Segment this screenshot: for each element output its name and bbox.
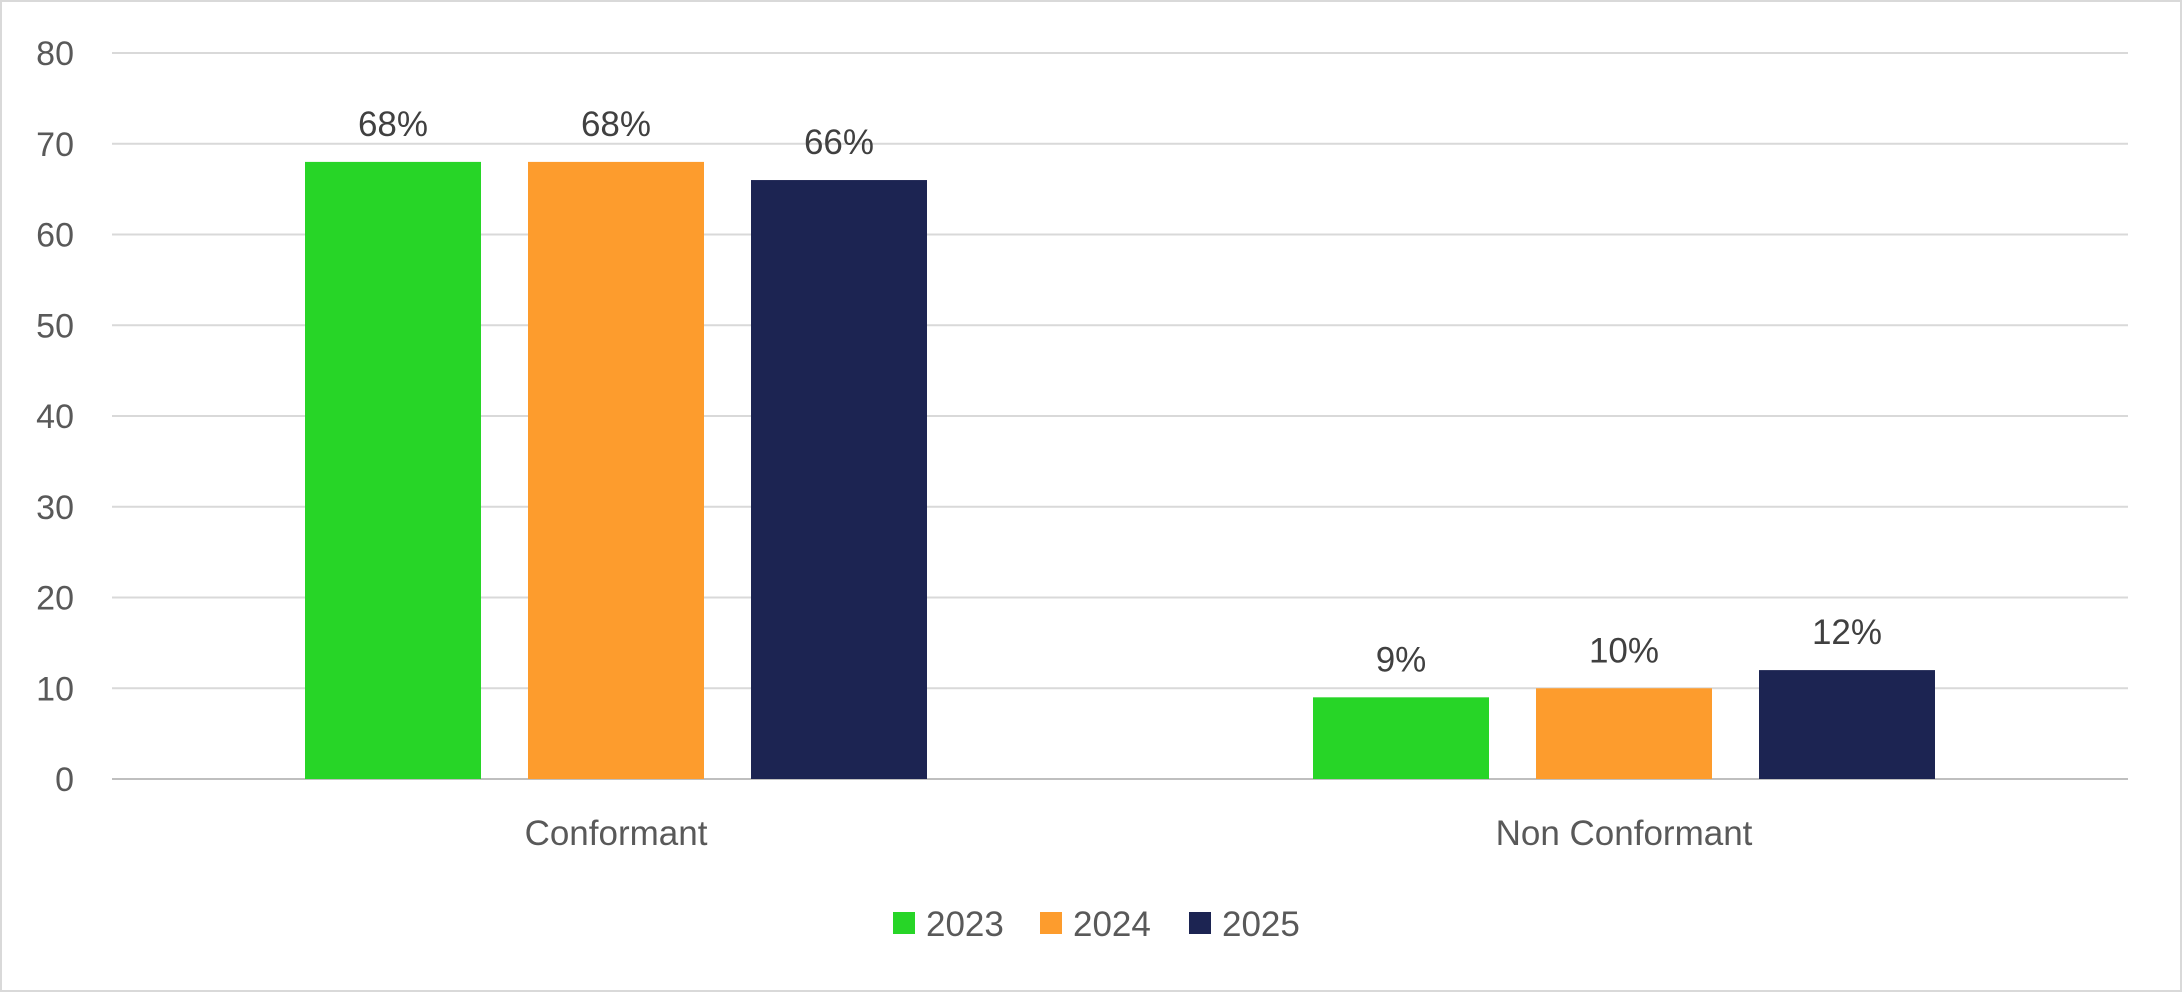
y-axis-tick-labels: 0 10 20 30 40 50 60 70 80	[36, 35, 74, 799]
x-axis-category-labels: Conformant Non Conformant	[525, 814, 1753, 853]
y-tick-label: 70	[36, 126, 74, 164]
bar-2023-non-conformant	[1313, 697, 1489, 779]
legend-label: 2025	[1222, 905, 1300, 944]
y-tick-label: 80	[36, 35, 74, 73]
y-tick-label: 10	[36, 670, 74, 708]
data-labels: 68% 68% 66% 9% 10% 12%	[358, 105, 1882, 679]
legend-swatch	[1189, 912, 1211, 934]
y-tick-label: 30	[36, 489, 74, 527]
legend-item-2025: 2025	[1189, 905, 1300, 944]
y-tick-label: 20	[36, 580, 74, 618]
data-label: 68%	[358, 105, 428, 144]
data-label: 10%	[1589, 631, 1659, 670]
data-label: 68%	[581, 105, 651, 144]
legend-label: 2024	[1073, 905, 1151, 944]
y-tick-label: 60	[36, 217, 74, 255]
legend-swatch	[893, 912, 915, 934]
legend: 2023 2024 2025	[893, 905, 1300, 944]
bar-2025-non-conformant	[1759, 670, 1935, 779]
bar-2024-conformant	[528, 161, 704, 779]
data-label: 9%	[1376, 640, 1427, 679]
bar-2024-non-conformant	[1536, 688, 1712, 779]
legend-label: 2023	[926, 905, 1004, 944]
x-category-label: Non Conformant	[1496, 814, 1753, 853]
data-label: 12%	[1812, 613, 1882, 652]
bar-2025-conformant	[751, 180, 927, 780]
legend-item-2024: 2024	[1040, 905, 1151, 944]
y-tick-label: 50	[36, 307, 74, 345]
bar-2023-conformant	[305, 161, 481, 779]
legend-swatch	[1040, 912, 1062, 934]
data-label: 66%	[804, 123, 874, 162]
legend-item-2023: 2023	[893, 905, 1004, 944]
bars	[305, 161, 1935, 780]
y-tick-label: 0	[55, 761, 74, 799]
y-tick-label: 40	[36, 398, 74, 436]
x-category-label: Conformant	[525, 814, 708, 853]
